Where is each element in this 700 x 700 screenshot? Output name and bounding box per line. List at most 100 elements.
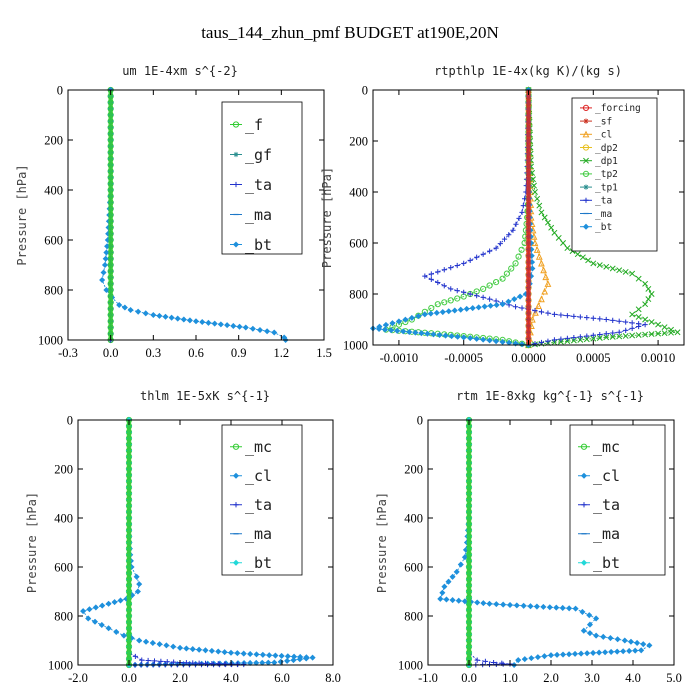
panel-title: rtm 1E-8xkg kg^{-1} s^{-1} <box>456 389 644 403</box>
data-point <box>603 263 610 270</box>
data-point <box>455 597 462 604</box>
y-tick-label: 0 <box>67 414 73 428</box>
data-point <box>461 598 468 605</box>
legend-label: _ta <box>245 496 272 514</box>
series-line-tp2 <box>385 90 529 346</box>
data-point <box>603 334 610 341</box>
data-point <box>99 602 106 609</box>
data-point <box>395 318 402 325</box>
data-point <box>442 332 449 339</box>
data-point <box>116 301 123 309</box>
legend-label: _mc <box>245 438 272 456</box>
data-point <box>538 295 545 303</box>
data-point <box>640 641 647 648</box>
data-point <box>136 637 143 644</box>
panel-title: thlm 1E-5xK s^{-1} <box>140 389 270 403</box>
data-point <box>266 652 273 659</box>
data-point <box>451 307 458 314</box>
data-point <box>142 310 149 317</box>
data-point <box>447 297 454 304</box>
data-point <box>597 316 603 322</box>
data-point <box>533 246 541 253</box>
data-point <box>439 589 446 596</box>
y-tick-label: 1000 <box>38 334 63 348</box>
data-point <box>127 306 134 314</box>
data-point <box>638 647 645 654</box>
data-point <box>532 189 538 195</box>
data-point <box>256 326 264 334</box>
data-point <box>584 650 591 657</box>
data-point <box>646 642 653 649</box>
data-point <box>412 329 419 336</box>
data-point <box>642 280 649 287</box>
data-point <box>448 333 455 340</box>
data-point <box>623 327 629 333</box>
data-point <box>170 643 177 650</box>
data-point <box>616 329 622 335</box>
data-point <box>376 325 383 333</box>
data-point <box>540 603 547 610</box>
data-point <box>453 568 460 575</box>
data-point <box>586 621 593 628</box>
data-point <box>259 651 266 658</box>
data-point <box>586 630 593 637</box>
data-point <box>571 335 577 341</box>
data-point <box>171 659 177 665</box>
data-point <box>635 313 642 320</box>
y-tick-label: 600 <box>44 234 63 248</box>
y-tick-label: 1000 <box>343 339 368 353</box>
legend-label: _ma <box>593 525 620 543</box>
data-point <box>121 304 128 311</box>
data-point <box>532 307 538 314</box>
panel-2: rtpthlp 1E-4x(kg K)/(kg s) Pressure [hPa]… <box>320 64 685 365</box>
x-tick-label: 4.0 <box>625 671 641 685</box>
data-point <box>150 311 157 319</box>
data-point <box>577 336 584 343</box>
data-point <box>303 655 310 662</box>
x-tick-label: 0.0005 <box>576 351 610 365</box>
data-point <box>460 334 467 341</box>
data-point <box>586 612 593 619</box>
data-point <box>158 658 164 664</box>
data-point <box>546 604 553 611</box>
data-point <box>284 653 291 660</box>
data-point <box>217 321 224 328</box>
data-point <box>531 182 537 189</box>
data-point <box>635 275 642 282</box>
data-point <box>661 324 668 331</box>
legend-marker <box>233 151 239 158</box>
data-point <box>577 334 583 340</box>
y-tick-label: 400 <box>54 512 73 526</box>
data-point <box>448 286 454 292</box>
y-tick-label: 1000 <box>398 659 423 673</box>
data-point <box>579 608 586 615</box>
data-point <box>441 267 447 273</box>
data-point <box>616 318 622 324</box>
data-point <box>609 265 616 272</box>
data-point <box>454 333 461 340</box>
data-point <box>100 269 107 276</box>
data-point <box>183 645 190 652</box>
data-point <box>603 331 609 337</box>
data-point <box>428 276 434 282</box>
legend: _mc _cl _ta _ma _bt <box>221 424 303 576</box>
data-point <box>500 601 507 608</box>
data-point <box>142 638 150 645</box>
data-point <box>469 305 476 312</box>
data-point <box>428 271 434 277</box>
data-point <box>551 337 558 343</box>
data-point <box>608 648 615 655</box>
data-point <box>421 311 428 318</box>
data-point <box>192 318 200 325</box>
data-point <box>597 331 603 338</box>
data-point <box>491 659 497 666</box>
data-point <box>103 249 110 256</box>
data-point <box>493 279 500 286</box>
y-tick-label: 200 <box>404 463 423 477</box>
data-point <box>493 338 500 345</box>
legend-label: _cl <box>593 467 620 485</box>
y-tick-label: 800 <box>404 610 423 624</box>
data-point <box>202 647 209 654</box>
data-point <box>541 653 548 660</box>
legend-marker <box>233 502 239 508</box>
